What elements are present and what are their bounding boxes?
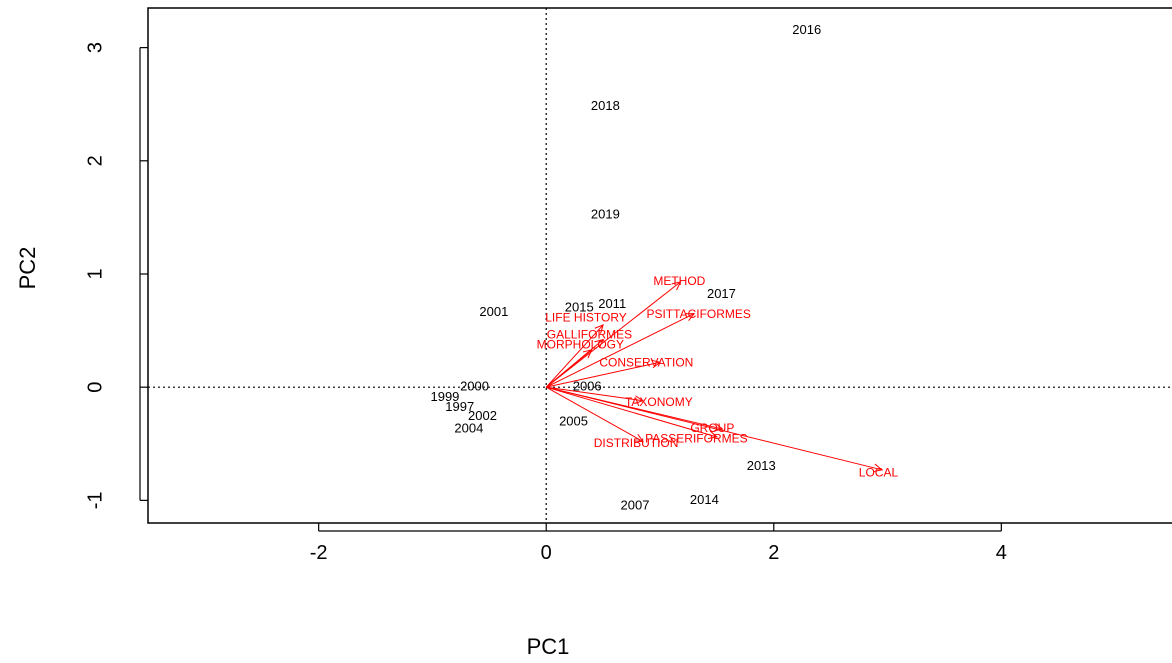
x-tick-label: 4 bbox=[996, 542, 1007, 564]
observation-label: 1997 bbox=[445, 399, 474, 414]
observation-label: 2001 bbox=[479, 304, 508, 319]
loading-arrowhead bbox=[713, 422, 724, 432]
y-tick-label: 1 bbox=[84, 268, 106, 279]
y-tick-label: 0 bbox=[84, 382, 106, 393]
loading-arrow bbox=[545, 281, 681, 388]
loading-label: PASSERIFORMES bbox=[645, 431, 747, 445]
loading-arrows bbox=[545, 281, 883, 473]
loading-arrowhead bbox=[582, 349, 593, 359]
plot-frame bbox=[147, 7, 1172, 524]
observation-label: 2007 bbox=[621, 497, 650, 512]
loading-arrow bbox=[546, 361, 661, 388]
loading-arrowhead bbox=[685, 313, 696, 322]
y-tick-label: -1 bbox=[84, 491, 106, 509]
observation-label: 2019 bbox=[591, 207, 620, 222]
y-axis-title: PC2 bbox=[15, 247, 40, 290]
loading-arrow bbox=[546, 386, 882, 471]
loading-arrowhead bbox=[594, 324, 604, 334]
loading-label: GROUP bbox=[690, 421, 734, 435]
loading-label: LOCAL bbox=[859, 465, 899, 479]
y-tick-label: 3 bbox=[84, 42, 106, 53]
observation-labels: 2016 2018 2019 2017 2001 2015 2011 2000 2006 1999… bbox=[430, 22, 821, 512]
loading-labels: METHOD PSITTACIFORMES LIFE HISTORY GALLIFOR… bbox=[537, 274, 899, 479]
observation-label: 1999 bbox=[430, 389, 459, 404]
axes: -2 0 2 4 -1 0 1 2 3 bbox=[84, 42, 1007, 564]
loading-label: LIFE HISTORY bbox=[545, 310, 627, 324]
loading-arrowhead bbox=[633, 433, 644, 443]
plot-border bbox=[147, 7, 1172, 524]
loading-label: MORPHOLOGY bbox=[537, 337, 624, 351]
loading-arrowhead bbox=[651, 359, 662, 369]
loading-arrowhead bbox=[872, 463, 883, 473]
observation-label: 2017 bbox=[707, 286, 736, 301]
reference-lines bbox=[148, 8, 1172, 523]
observation-label: 2013 bbox=[747, 458, 776, 473]
observation-label: 2000 bbox=[460, 379, 489, 394]
loading-arrowhead bbox=[671, 281, 682, 291]
loading-arrow bbox=[545, 386, 644, 442]
loading-label: PSITTACIFORMES bbox=[646, 307, 750, 321]
x-tick-label: 2 bbox=[768, 542, 779, 564]
x-axis-title: PC1 bbox=[527, 634, 570, 659]
observation-label: 2004 bbox=[454, 420, 483, 435]
loading-arrow bbox=[546, 386, 718, 438]
loading-arrow bbox=[546, 386, 644, 402]
loading-arrowhead bbox=[594, 338, 604, 349]
y-tick-label: 2 bbox=[84, 155, 106, 166]
loading-arrowhead bbox=[634, 395, 645, 404]
observation-label: 2018 bbox=[591, 98, 620, 113]
observation-label: 2011 bbox=[598, 296, 626, 311]
loading-arrow bbox=[545, 324, 604, 388]
loading-label: METHOD bbox=[653, 274, 705, 288]
loading-arrowhead bbox=[707, 430, 718, 439]
observation-label: 2015 bbox=[565, 299, 594, 314]
loading-label: TAXONOMY bbox=[625, 395, 693, 409]
observation-label: 2016 bbox=[792, 22, 821, 37]
x-tick-label: 0 bbox=[541, 542, 552, 564]
loading-label: GALLIFORMES bbox=[547, 327, 632, 341]
loading-arrow bbox=[545, 349, 593, 388]
observation-label: 2006 bbox=[573, 379, 602, 394]
loading-label: CONSERVATION bbox=[599, 356, 693, 370]
x-tick-label: -2 bbox=[310, 542, 328, 564]
observation-label: 2014 bbox=[690, 492, 719, 507]
observation-label: 2002 bbox=[468, 408, 497, 423]
loading-arrow bbox=[545, 313, 695, 388]
observation-label: 2005 bbox=[559, 414, 588, 429]
loading-label: DISTRIBUTION bbox=[594, 436, 679, 450]
